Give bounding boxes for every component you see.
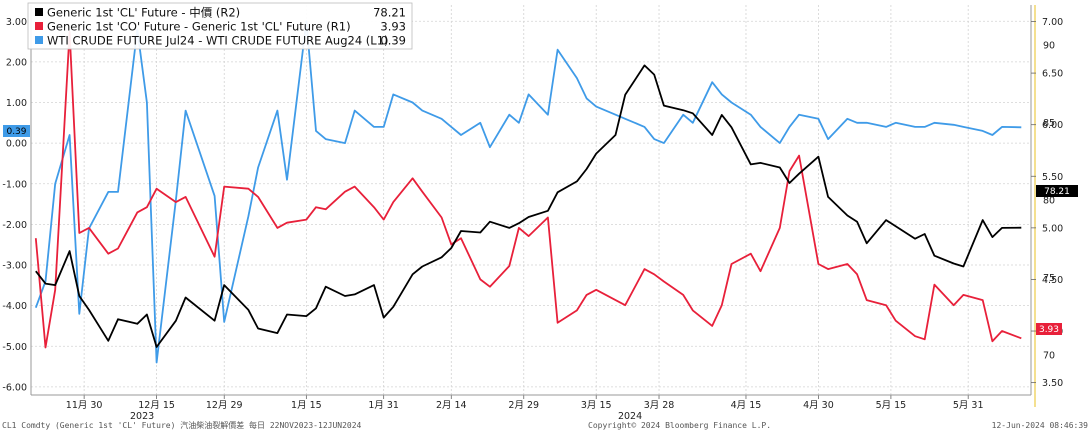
legend-label-wti-calendar-spread: WTI CRUDE FUTURE Jul24 - WTI CRUDE FUTUR… (47, 34, 389, 48)
left-value-tag-bg (3, 125, 30, 137)
legend-label-cl-future: Generic 1st 'CL' Future - 中價 (R2) (47, 6, 240, 20)
x-tick-label: 1月 15 (291, 400, 322, 411)
x-tick-label: 1月 31 (368, 400, 399, 411)
footer-timestamp: 12-Jun-2024 08:46:39 (992, 421, 1089, 430)
legend-swatch-wti-calendar-spread (35, 36, 43, 44)
x-tick-label: 2月 29 (508, 400, 539, 411)
legend: Generic 1st 'CL' Future - 中價 (R2) 78.21 … (27, 2, 413, 50)
l1-tick-label: -3.00 (2, 261, 27, 272)
r1-tick-label: 7.00 (1042, 17, 1063, 28)
value-tags: 0.39 78.21 3.93 (3, 125, 1078, 335)
legend-swatch-co-cl-spread (35, 22, 43, 30)
right-r2-value-tag-bg (1036, 185, 1078, 197)
l1-tick-label: 0.00 (6, 139, 27, 150)
legend-value-wti-calendar-spread: 0.39 (380, 34, 406, 48)
legend-value-cl-future: 78.21 (373, 6, 406, 20)
x-year-label: 2023 (130, 411, 154, 422)
l1-tick-label: 2.00 (6, 57, 27, 68)
x-tick-label: 12月 15 (138, 400, 175, 411)
x-tick-label: 3月 15 (581, 400, 612, 411)
l1-tick-label: -1.00 (2, 179, 27, 190)
series-line-wti-calendar-spread (34, 20, 1022, 364)
r1-tick-label: 5.50 (1042, 172, 1063, 183)
series-line-cl-future (35, 64, 1022, 348)
r2-tick-label: 80 (1043, 196, 1055, 207)
series-lines (34, 20, 1022, 364)
r1-tick-label: 3.50 (1042, 378, 1063, 389)
axes (30, 5, 1036, 407)
r1-tick-label: 6.50 (1042, 69, 1063, 80)
l1-tick-label: -2.00 (2, 220, 27, 231)
x-tick-label: 2月 14 (436, 400, 467, 411)
x-tick-label: 5月 31 (953, 400, 984, 411)
right-r1-value-tag-bg (1036, 323, 1062, 335)
x-tick-label: 12月 29 (206, 400, 243, 411)
r2-tick-label: 90 (1043, 41, 1055, 52)
legend-label-co-cl-spread: Generic 1st 'CO' Future - Generic 1st 'C… (47, 20, 351, 34)
legend-swatch-cl-future (35, 8, 43, 16)
left-value-tag: 0.39 (6, 127, 26, 137)
l1-tick-label: -6.00 (2, 382, 27, 393)
r1-tick-label: 6.00 (1042, 120, 1063, 131)
l1-tick-label: 1.00 (6, 98, 27, 109)
l1-tick-label: 3.00 (6, 17, 27, 28)
footer: CL1 Comdty (Generic 1st 'CL' Future) 汽油柴… (2, 420, 1088, 430)
r1-tick-label: 4.50 (1042, 275, 1063, 286)
x-tick-label: 5月 15 (876, 400, 907, 411)
l1-tick-label: -5.00 (2, 342, 27, 353)
x-tick-label: 3月 28 (644, 400, 675, 411)
grid (31, 5, 1031, 395)
r1-tick-label: 5.00 (1042, 223, 1063, 234)
x-tick-label: 4月 30 (803, 400, 834, 411)
legend-box (27, 2, 413, 50)
tick-labels: 3.00 2.00 1.00 0.00 -1.00 -2.00 -3.00 -4.00 -5.0… (2, 17, 1063, 422)
footer-copyright: Copyright© 2024 Bloomberg Finance L.P. (588, 421, 771, 430)
r2-tick-label: 85 (1043, 118, 1055, 129)
right-r1-value-tag: 3.93 (1039, 325, 1059, 335)
r2-tick-label: 75 (1043, 273, 1055, 284)
x-tick-label: 11月 30 (66, 400, 103, 411)
right-r2-value-tag: 78.21 (1044, 187, 1070, 197)
l1-tick-label: -4.00 (2, 301, 27, 312)
series-line-co-cl-spread (34, 30, 1022, 349)
footer-left: CL1 Comdty (Generic 1st 'CL' Future) 汽油柴… (2, 420, 362, 430)
legend-value-co-cl-spread: 3.93 (380, 20, 406, 34)
x-year-label: 2024 (618, 411, 642, 422)
x-tick-label: 4月 15 (731, 400, 762, 411)
r2-tick-label: 70 (1043, 350, 1055, 361)
